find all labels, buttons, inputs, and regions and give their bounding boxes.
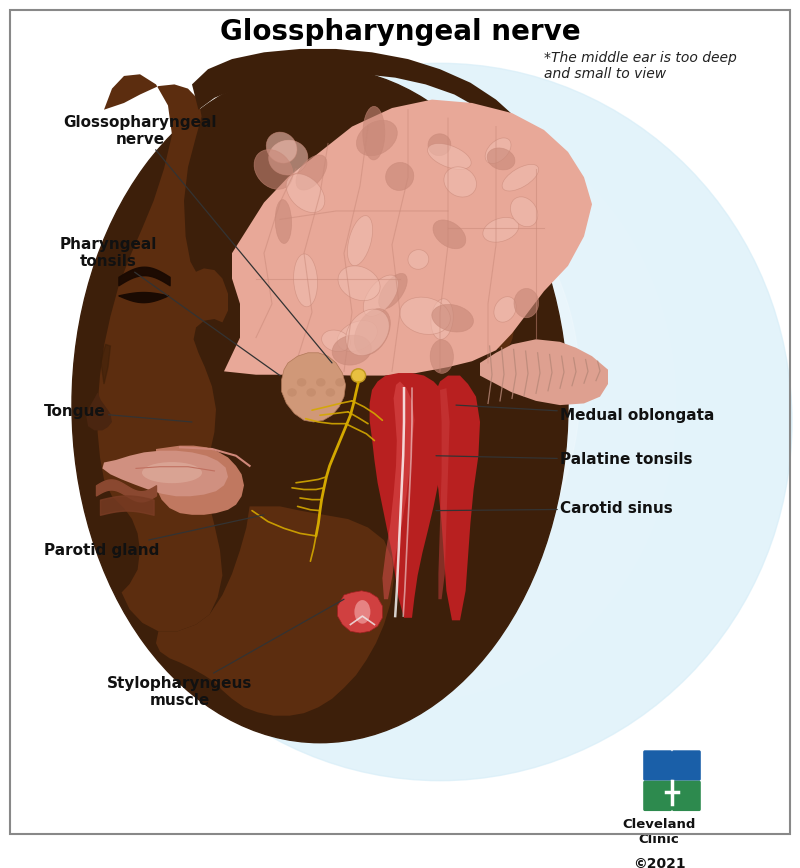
FancyBboxPatch shape bbox=[643, 750, 672, 780]
Ellipse shape bbox=[346, 309, 390, 356]
Polygon shape bbox=[98, 75, 228, 631]
Polygon shape bbox=[338, 591, 382, 633]
Ellipse shape bbox=[514, 288, 538, 318]
Ellipse shape bbox=[156, 109, 676, 700]
Ellipse shape bbox=[306, 388, 316, 397]
Ellipse shape bbox=[220, 156, 580, 621]
Polygon shape bbox=[480, 339, 608, 405]
Ellipse shape bbox=[483, 218, 518, 242]
Ellipse shape bbox=[316, 378, 326, 386]
Polygon shape bbox=[224, 100, 592, 376]
Ellipse shape bbox=[433, 220, 466, 249]
Ellipse shape bbox=[322, 330, 350, 352]
Ellipse shape bbox=[386, 162, 414, 190]
Polygon shape bbox=[282, 352, 346, 422]
Ellipse shape bbox=[297, 378, 306, 386]
Ellipse shape bbox=[432, 305, 474, 332]
Text: Stylopharyngeus
muscle: Stylopharyngeus muscle bbox=[107, 599, 344, 708]
Ellipse shape bbox=[266, 132, 297, 163]
Ellipse shape bbox=[286, 174, 325, 213]
Ellipse shape bbox=[408, 250, 429, 269]
Ellipse shape bbox=[431, 299, 454, 339]
Polygon shape bbox=[86, 392, 112, 431]
Text: Pharyngeal
tonsils: Pharyngeal tonsils bbox=[59, 237, 280, 376]
Ellipse shape bbox=[354, 309, 390, 355]
Ellipse shape bbox=[142, 462, 202, 483]
Ellipse shape bbox=[490, 308, 514, 351]
FancyBboxPatch shape bbox=[672, 750, 701, 780]
Ellipse shape bbox=[427, 143, 471, 169]
Polygon shape bbox=[370, 373, 446, 618]
Ellipse shape bbox=[494, 297, 516, 322]
Ellipse shape bbox=[269, 141, 308, 175]
Ellipse shape bbox=[362, 107, 385, 160]
Ellipse shape bbox=[485, 138, 511, 163]
Ellipse shape bbox=[428, 134, 451, 155]
Text: Medual oblongata: Medual oblongata bbox=[456, 405, 714, 423]
Ellipse shape bbox=[430, 339, 454, 373]
Text: Cleveland
Clinic: Cleveland Clinic bbox=[622, 818, 696, 845]
Text: Palatine tonsils: Palatine tonsils bbox=[436, 452, 693, 468]
Ellipse shape bbox=[351, 369, 366, 382]
Ellipse shape bbox=[254, 149, 293, 189]
Ellipse shape bbox=[354, 600, 370, 624]
Polygon shape bbox=[101, 345, 110, 384]
Text: ©2021: ©2021 bbox=[633, 857, 686, 868]
Polygon shape bbox=[432, 376, 480, 621]
Ellipse shape bbox=[326, 388, 335, 397]
Ellipse shape bbox=[510, 197, 538, 227]
Ellipse shape bbox=[88, 63, 792, 780]
Ellipse shape bbox=[275, 200, 292, 244]
Text: Carotid sinus: Carotid sinus bbox=[436, 502, 673, 516]
Ellipse shape bbox=[287, 388, 297, 397]
Text: Parotid gland: Parotid gland bbox=[44, 515, 264, 558]
Polygon shape bbox=[156, 506, 394, 716]
Text: Glossopharyngeal
nerve: Glossopharyngeal nerve bbox=[63, 115, 332, 363]
Ellipse shape bbox=[294, 254, 318, 306]
Ellipse shape bbox=[335, 378, 345, 386]
Ellipse shape bbox=[332, 335, 371, 365]
FancyBboxPatch shape bbox=[672, 780, 701, 811]
Text: Glosspharyngeal nerve: Glosspharyngeal nerve bbox=[220, 18, 580, 46]
Ellipse shape bbox=[400, 297, 450, 334]
Ellipse shape bbox=[338, 266, 380, 300]
Ellipse shape bbox=[363, 275, 398, 316]
Ellipse shape bbox=[502, 164, 538, 191]
Ellipse shape bbox=[444, 167, 477, 197]
FancyBboxPatch shape bbox=[643, 780, 672, 811]
Ellipse shape bbox=[357, 121, 398, 156]
Ellipse shape bbox=[296, 155, 327, 190]
Polygon shape bbox=[155, 445, 244, 515]
Polygon shape bbox=[192, 49, 547, 287]
Ellipse shape bbox=[72, 68, 568, 743]
Text: Tongue: Tongue bbox=[44, 404, 192, 422]
Polygon shape bbox=[438, 388, 450, 599]
Ellipse shape bbox=[487, 148, 515, 170]
Polygon shape bbox=[102, 450, 228, 496]
Ellipse shape bbox=[347, 215, 373, 266]
Polygon shape bbox=[382, 381, 414, 599]
Ellipse shape bbox=[338, 320, 378, 352]
Text: *The middle ear is too deep
and small to view: *The middle ear is too deep and small to… bbox=[544, 50, 737, 81]
Ellipse shape bbox=[378, 273, 407, 309]
